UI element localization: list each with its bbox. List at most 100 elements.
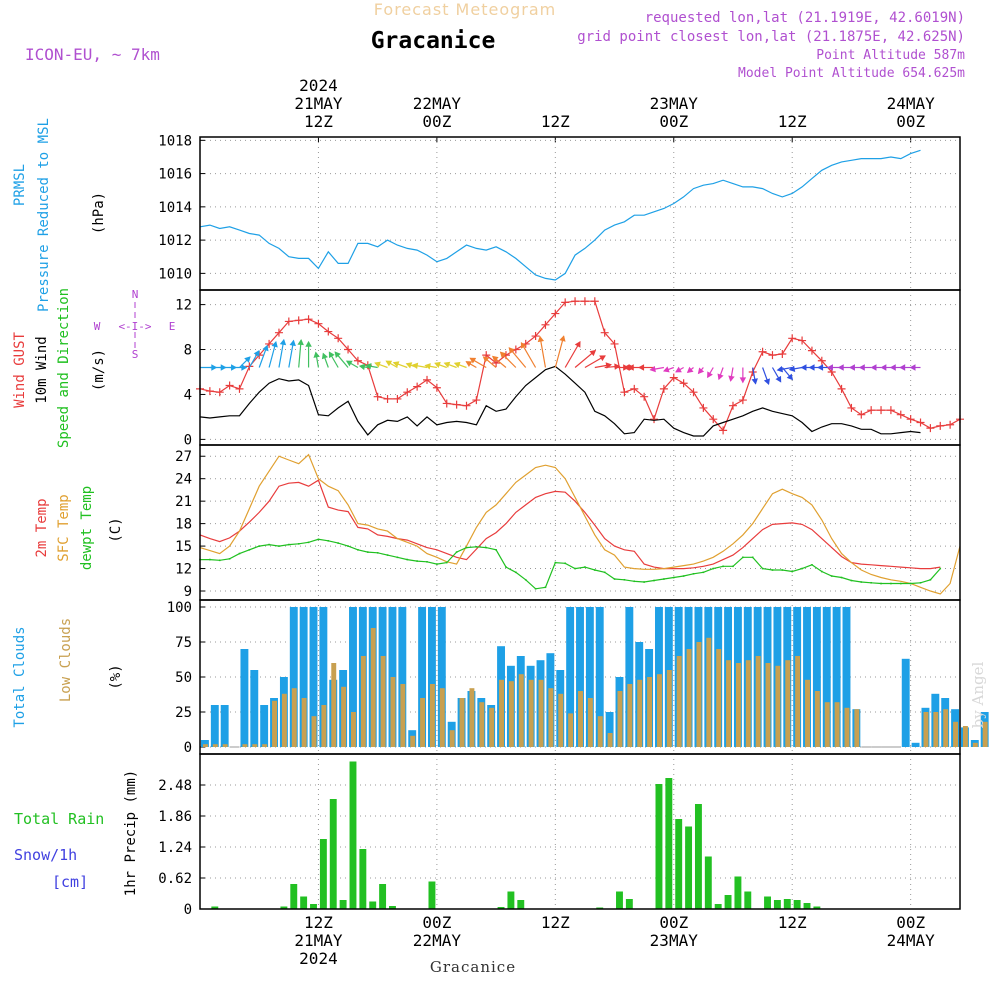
low-cloud-bar — [607, 733, 613, 747]
low-cloud-bar — [380, 656, 386, 747]
wind-arrow-head — [559, 335, 566, 342]
clouds-panel: Total Clouds Low Clouds (%) 0 25 50 75 100 — [12, 599, 989, 756]
dewpt-dot — [505, 566, 507, 568]
wind-arrow-head — [800, 364, 807, 371]
gust-marker — [472, 396, 481, 405]
wind-direction-label: Speed and Direction — [56, 288, 72, 448]
total-cloud-bar — [911, 742, 920, 747]
low-cloud-bar — [716, 649, 722, 747]
low-cloud-bar — [518, 674, 524, 747]
compass-w: W — [94, 320, 101, 333]
gust-marker — [728, 401, 737, 410]
total-cloud-bar — [566, 607, 575, 747]
wind-arrow-head — [675, 366, 682, 373]
gust-marker — [758, 347, 767, 356]
gust-marker — [620, 388, 629, 397]
wind-arrow-head — [434, 361, 441, 368]
low-cloud-bar — [706, 637, 712, 747]
wind-arrow-head — [788, 365, 796, 372]
dewpt-dot — [268, 543, 270, 546]
dewpt-dot — [357, 549, 359, 551]
rain-bar — [290, 884, 298, 909]
compass-rose: W <-I-> E N S — [94, 288, 176, 361]
gust-marker — [719, 426, 728, 435]
dewpt-dot — [623, 578, 626, 581]
gust-marker — [265, 339, 274, 348]
dewpt-dot — [781, 569, 784, 571]
wind-arrow-head — [411, 362, 419, 370]
pressure-label-prmsl: PRMSL — [12, 164, 28, 206]
series-line-gust — [199, 300, 961, 432]
rain-bar — [655, 784, 663, 909]
series-line-sfc — [199, 453, 961, 595]
dewpt-dot — [761, 567, 764, 570]
y-tick-label: 1018 — [158, 133, 192, 149]
low-cloud-bar — [696, 642, 702, 747]
total-cloud-bar — [418, 607, 427, 747]
y-tick-label: 12 — [175, 298, 192, 314]
low-cloud-bar — [972, 742, 978, 747]
rain-bar — [379, 884, 387, 909]
low-cloud-bar — [834, 702, 840, 747]
gust-marker — [807, 346, 816, 355]
low-cloud-bar — [587, 698, 593, 747]
low-cloud-bar — [499, 679, 504, 747]
rain-bar — [329, 799, 337, 909]
total-cloud-bar — [309, 607, 318, 747]
bottom-time-label: 00Z — [896, 913, 925, 932]
dewpt-dot — [534, 587, 537, 590]
series-line-dewpt — [200, 538, 941, 590]
low-cloud-bar — [370, 628, 376, 747]
dewpt-dot — [722, 565, 724, 568]
rain-bar — [349, 761, 357, 909]
low-cloud-bar — [814, 691, 820, 747]
gust-marker — [580, 297, 589, 306]
product-title: Forecast Meteogram — [374, 0, 556, 19]
dewpt-dot — [821, 570, 823, 573]
dewpt-dot — [297, 543, 300, 545]
dewpt-dot — [811, 564, 813, 566]
model-label: ICON-EU, ~ 7km — [25, 45, 160, 64]
low-cloud-bar — [617, 691, 623, 747]
pressure-panel: PRMSL Pressure Reduced to MSL (hPa) 1010… — [12, 118, 961, 312]
wind-arrow-head — [909, 364, 916, 371]
wind-arrow-head — [482, 356, 490, 363]
rain-bar — [803, 903, 811, 909]
gust-marker — [768, 351, 777, 360]
low-cloud-bar — [854, 709, 860, 747]
low-cloud-bar — [351, 712, 356, 747]
wind-arrow-head — [305, 340, 312, 347]
low-cloud-bar — [449, 730, 455, 747]
rain-bar — [665, 778, 673, 909]
dewpt-dot — [929, 578, 932, 581]
total-cloud-bar — [585, 607, 594, 747]
wind-arrow-head — [858, 364, 865, 371]
wind-arrow-head — [589, 349, 597, 357]
low-cloud-bar — [755, 656, 761, 747]
y-tick-label: 0.62 — [158, 871, 192, 887]
gust-marker — [462, 401, 471, 410]
rain-bar — [773, 900, 781, 909]
temp-dewpt-label: dewpt Temp — [79, 486, 95, 570]
low-cloud-bar — [962, 726, 968, 747]
dewpt-dot — [909, 582, 912, 585]
y-tick-label: 18 — [175, 517, 192, 533]
low-cloud-bar — [953, 721, 959, 747]
dewpt-dot — [850, 579, 853, 582]
gust-marker — [817, 356, 826, 365]
total-cloud-bar — [842, 607, 851, 747]
gust-marker — [561, 298, 570, 307]
low-cloud-bar — [341, 686, 347, 747]
gust-marker — [225, 381, 234, 390]
low-cloud-bar — [291, 688, 297, 747]
total-cloud-bar — [200, 740, 209, 747]
total-cloud-bar — [299, 607, 308, 747]
total-cloud-bar — [240, 649, 249, 747]
y-tick-label: 2.48 — [158, 778, 192, 794]
low-cloud-bar — [479, 702, 485, 747]
gust-marker — [373, 392, 382, 401]
dewpt-dot — [445, 561, 448, 564]
dewpt-dot — [692, 572, 695, 575]
